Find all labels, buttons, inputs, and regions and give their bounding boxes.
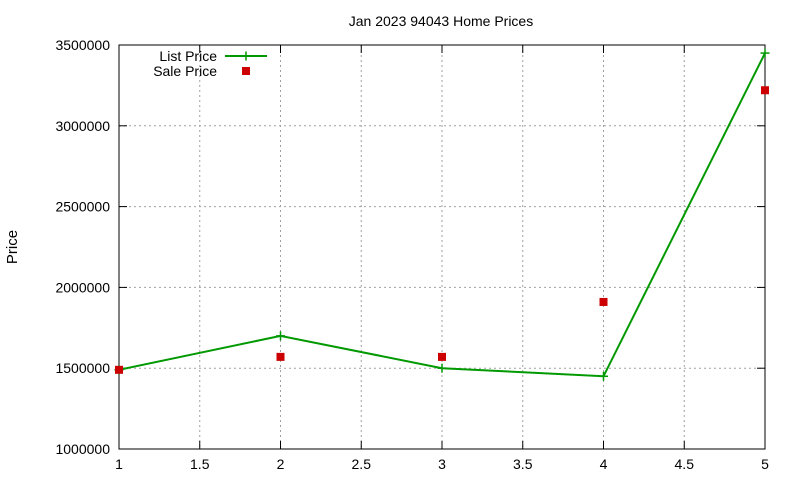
x-tick-label: 4: [600, 456, 608, 472]
x-tick-label: 1.5: [190, 456, 210, 472]
legend-marker: [242, 67, 250, 75]
data-point: [599, 297, 608, 306]
y-tick-label: 3500000: [55, 37, 110, 53]
x-tick-label: 2: [277, 456, 285, 472]
x-tick-label: 1: [115, 456, 123, 472]
x-tick-label: 2.5: [352, 456, 372, 472]
data-point: [276, 352, 285, 361]
series-layer: [114, 48, 770, 381]
y-axis-label: Price: [4, 230, 21, 264]
legend-marker: [241, 51, 251, 61]
grid-lines: [119, 45, 765, 449]
legend-label: List Price: [159, 48, 217, 64]
x-tick-label: 3.5: [513, 456, 533, 472]
data-point: [438, 352, 446, 361]
x-tick-label: 4.5: [675, 456, 695, 472]
series-sale-price: [115, 86, 769, 374]
axis-ticks: 1000000 1500000 2000000 2500000 3000000 35000…: [55, 37, 769, 472]
data-point: [115, 365, 123, 374]
legend-label: Sale Price: [153, 63, 217, 79]
y-tick-label: 3000000: [55, 118, 110, 134]
y-tick-label: 1500000: [55, 360, 110, 376]
x-tick-label: 5: [761, 456, 769, 472]
data-point: [276, 331, 285, 341]
x-tick-label: 3: [438, 456, 446, 472]
y-tick-label: 1000000: [55, 441, 110, 457]
y-tick-label: 2000000: [55, 279, 110, 295]
data-point: [437, 363, 447, 373]
data-point: [599, 371, 608, 381]
y-tick-label: 2500000: [55, 199, 110, 215]
data-point: [761, 86, 769, 95]
data-point: [760, 48, 770, 58]
chart-title: Jan 2023 94043 Home Prices: [349, 13, 533, 29]
